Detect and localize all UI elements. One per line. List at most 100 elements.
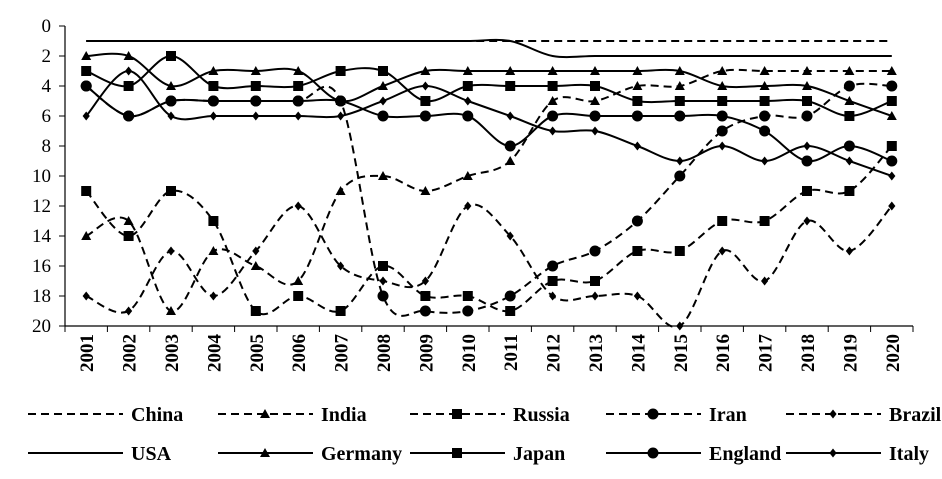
data-point-germany	[632, 66, 643, 75]
data-point-brazil	[803, 216, 811, 226]
x-tick-label: 2017	[756, 334, 777, 373]
series-line-england	[85, 85, 893, 163]
data-point-italy	[888, 171, 896, 181]
y-tick-label: 2	[42, 46, 52, 67]
data-point-japan	[590, 81, 600, 91]
data-point-italy	[506, 111, 514, 121]
data-point-india	[802, 66, 812, 75]
data-point-russia	[759, 216, 770, 226]
y-tick-labels: 0 2 4 6 8 10 12 14 16 18 20	[32, 16, 52, 337]
data-point-india	[547, 96, 558, 105]
data-point-germany	[81, 51, 92, 60]
data-point-india	[674, 81, 685, 90]
data-point-brazil	[294, 201, 302, 211]
data-point-russia	[547, 276, 558, 286]
data-point-england	[759, 125, 771, 137]
data-point-england	[80, 80, 92, 92]
data-point-india	[123, 216, 134, 225]
series-line-india	[85, 68, 892, 313]
data-point-italy	[337, 111, 345, 121]
data-point-iran	[886, 80, 898, 92]
x-tick-label: 2003	[162, 334, 183, 372]
data-point-iran	[631, 215, 643, 227]
data-point-brazil	[676, 321, 684, 331]
legend-label: Germany	[321, 443, 402, 465]
legend-label: India	[321, 404, 367, 426]
data-point-japan	[844, 111, 855, 121]
data-point-germany	[123, 51, 134, 60]
data-point-italy	[379, 96, 387, 106]
data-point-japan	[462, 81, 473, 91]
data-point-italy	[209, 111, 217, 121]
data-point-england	[801, 155, 813, 167]
data-point-india	[632, 81, 643, 90]
x-tick-label: 2009	[416, 334, 437, 372]
data-point-england	[547, 110, 559, 122]
data-point-england	[335, 95, 347, 107]
data-point-italy	[464, 96, 472, 106]
data-point-russia	[166, 186, 176, 196]
data-point-india	[208, 246, 219, 255]
data-point-italy	[167, 111, 175, 121]
legend-marker	[829, 448, 837, 458]
data-point-italy	[803, 141, 811, 151]
data-point-russia	[844, 186, 855, 196]
data-point-germany	[674, 66, 685, 75]
legend-label: Russia	[513, 404, 570, 426]
legend-item-iran: Iran	[606, 404, 747, 426]
data-point-japan	[886, 96, 897, 106]
data-point-iran	[547, 260, 559, 272]
data-point-italy	[633, 141, 641, 151]
legend-label: Brazil	[889, 404, 942, 426]
data-point-india	[81, 231, 92, 240]
data-point-italy	[294, 111, 302, 121]
data-point-brazil	[209, 291, 217, 301]
data-point-brazil	[845, 246, 853, 256]
data-point-russia	[802, 186, 812, 196]
y-tick-label: 0	[42, 16, 52, 37]
data-point-india	[844, 66, 855, 75]
data-point-russia	[632, 246, 643, 256]
data-point-russia	[462, 291, 473, 301]
legend-marker	[452, 448, 462, 458]
data-point-russia	[293, 291, 304, 301]
legend-marker	[260, 409, 270, 418]
data-point-russia	[886, 141, 897, 151]
data-point-india	[759, 66, 770, 75]
data-point-india	[886, 66, 897, 75]
legend-marker	[829, 409, 837, 419]
data-point-england	[165, 95, 177, 107]
data-point-japan	[166, 51, 176, 61]
data-point-russia	[378, 261, 388, 271]
series-line-russia	[85, 145, 893, 315]
data-point-russia	[505, 306, 516, 316]
legend-label: England	[709, 443, 781, 465]
y-tick-label: 20	[32, 316, 51, 337]
series-lines	[80, 38, 898, 331]
legend: China India Russia Iran Brazil USA Germany Japa…	[28, 404, 942, 465]
data-point-india	[166, 306, 176, 315]
y-tick-label: 4	[42, 76, 52, 97]
legend-label: Italy	[889, 443, 929, 465]
series-italy	[82, 66, 896, 181]
data-point-japan	[378, 66, 388, 76]
data-point-england	[419, 110, 431, 122]
y-tick-label: 18	[32, 286, 51, 307]
series-line-germany	[86, 52, 893, 117]
series-brazil	[82, 201, 896, 331]
data-point-brazil	[591, 291, 599, 301]
data-point-japan	[123, 81, 134, 91]
x-tick-label: 2002	[120, 334, 141, 372]
series-line-usa	[86, 38, 892, 59]
data-point-england	[843, 140, 855, 152]
data-point-germany	[505, 66, 516, 75]
legend-item-russia: Russia	[410, 404, 570, 426]
legend-item-italy: Italy	[786, 443, 929, 465]
x-tick-label: 2015	[671, 334, 692, 372]
series-japan	[81, 51, 897, 121]
data-point-iran	[504, 290, 516, 302]
data-point-russia	[420, 291, 431, 301]
y-tick-label: 12	[32, 196, 51, 217]
data-point-japan	[250, 81, 261, 91]
